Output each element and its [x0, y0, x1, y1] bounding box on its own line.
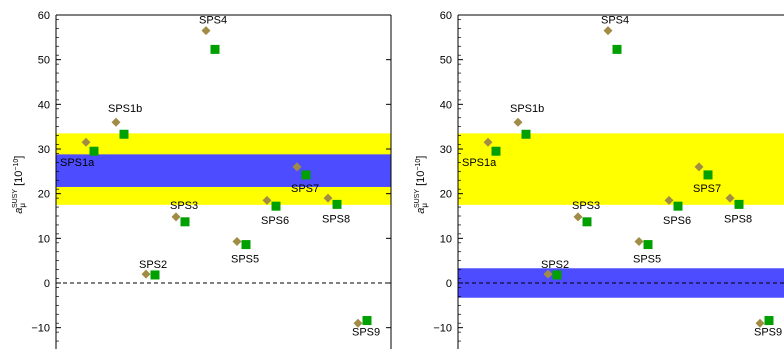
square-point-sps2: [552, 270, 562, 280]
square-point-sps1b: [119, 129, 129, 139]
y-tick-label: −10: [433, 323, 452, 335]
band-blue: [56, 154, 391, 187]
diamond-point-sps3: [573, 212, 583, 222]
diamond-point-sps9: [353, 318, 363, 328]
point-label-sps6: SPS6: [663, 215, 691, 227]
y-tick-label: 40: [440, 99, 452, 111]
square-point-sps6: [271, 201, 281, 211]
square-point-sps3: [180, 217, 190, 227]
y-axis-label: aμSUSY [10−10]: [414, 156, 429, 214]
square-point-sps9: [764, 316, 774, 326]
diamond-point-sps1a: [81, 137, 91, 147]
point-label-sps3: SPS3: [572, 200, 600, 212]
diamond-point-sps1a: [483, 137, 493, 147]
diamond-point-sps7: [694, 162, 704, 172]
square-point-sps8: [734, 199, 744, 209]
square-point-sps4: [612, 44, 622, 54]
point-label-sps6: SPS6: [261, 215, 289, 227]
y-tick-label: −10: [31, 323, 50, 335]
y-tick-label: 40: [38, 99, 50, 111]
diamond-point-sps4: [603, 26, 613, 36]
point-label-sps1a: SPS1a: [462, 157, 497, 169]
y-tick-label: 50: [440, 55, 452, 67]
square-point-sps5: [643, 240, 653, 250]
point-label-sps4: SPS4: [199, 15, 227, 27]
point-label-sps5: SPS5: [633, 254, 661, 266]
y-tick-label: 30: [38, 144, 50, 156]
point-label-sps2: SPS2: [139, 259, 167, 271]
y-tick-label: 0: [44, 278, 50, 290]
point-label-sps9: SPS9: [754, 327, 782, 339]
square-point-sps3: [582, 217, 592, 227]
diamond-point-sps5: [634, 236, 644, 246]
diamond-point-sps8: [323, 193, 333, 203]
point-label-sps4: SPS4: [601, 15, 629, 27]
square-point-sps6: [673, 201, 683, 211]
square-point-sps1a: [89, 146, 99, 156]
diamond-point-sps7: [292, 162, 302, 172]
y-tick-label: 20: [440, 189, 452, 201]
square-point-sps5: [241, 240, 251, 250]
point-label-sps9: SPS9: [352, 327, 380, 339]
point-label-sps7: SPS7: [693, 183, 721, 195]
square-point-sps8: [332, 199, 342, 209]
y-tick-label: 60: [440, 10, 452, 22]
point-label-sps5: SPS5: [231, 254, 259, 266]
square-point-sps7: [301, 170, 311, 180]
diamond-point-sps6: [262, 195, 272, 205]
y-axis-label: aμSUSY [10−10]: [12, 156, 27, 214]
y-tick-label: 20: [38, 189, 50, 201]
diamond-point-sps2: [141, 269, 151, 279]
panel-left: −10 0 10 20 30 40 50 60 aμSUSY [10−10] SPS1a SPS1b…: [12, 10, 392, 349]
diamond-point-sps1b: [111, 117, 121, 127]
point-label-sps8: SPS8: [724, 213, 752, 225]
point-label-sps1b: SPS1b: [108, 103, 142, 115]
y-tick-label: 0: [446, 278, 452, 290]
point-label-sps2: SPS2: [541, 259, 569, 271]
point-label-sps1b: SPS1b: [510, 103, 544, 115]
diamond-point-sps8: [725, 193, 735, 203]
square-point-sps7: [703, 170, 713, 180]
square-point-sps1a: [491, 146, 501, 156]
point-label-sps3: SPS3: [170, 200, 198, 212]
y-tick-label: 60: [38, 10, 50, 22]
diamond-point-sps1b: [513, 117, 523, 127]
square-point-sps9: [362, 316, 372, 326]
y-tick-label: 50: [38, 55, 50, 67]
y-tick-label: 10: [440, 233, 452, 245]
square-point-sps4: [210, 44, 220, 54]
diamond-point-sps6: [664, 195, 674, 205]
diamond-point-sps3: [171, 212, 181, 222]
y-tick-label: 30: [440, 144, 452, 156]
point-label-sps1a: SPS1a: [60, 157, 95, 169]
square-point-sps2: [150, 270, 160, 280]
diamond-point-sps5: [232, 236, 242, 246]
diamond-point-sps4: [201, 26, 211, 36]
point-label-sps7: SPS7: [291, 183, 319, 195]
panel-right: −10 0 10 20 30 40 50 60 aμSUSY [10−10] SPS1a SPS1b…: [414, 10, 784, 349]
band-yellow: [458, 133, 784, 205]
point-label-sps8: SPS8: [322, 213, 350, 225]
diamond-point-sps9: [755, 318, 765, 328]
diamond-point-sps2: [543, 269, 553, 279]
y-tick-label: 10: [38, 233, 50, 245]
square-point-sps1b: [521, 129, 531, 139]
